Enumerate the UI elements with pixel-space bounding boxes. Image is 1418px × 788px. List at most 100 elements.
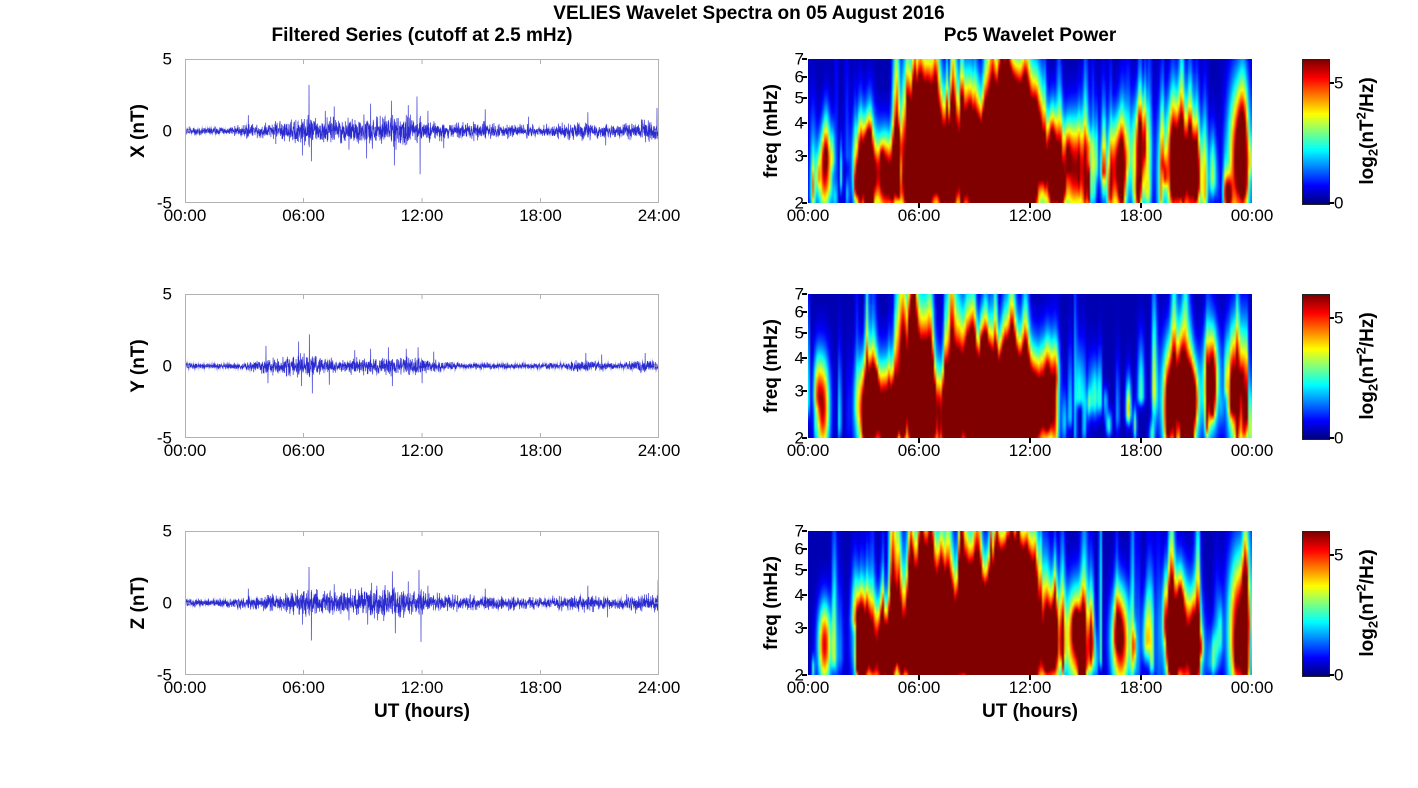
x-tick-label: 18:00 <box>1119 678 1163 697</box>
left-column-title: Filtered Series (cutoff at 2.5 mHz) <box>271 25 573 46</box>
colorbar-label-z: log2(nT2/Hz) <box>1353 549 1381 657</box>
x-tick-label: 00:00 <box>786 206 830 225</box>
x-tick-label: 00:00 <box>1230 441 1274 460</box>
tick-mark <box>802 155 807 158</box>
colorbar-x <box>1302 59 1330 205</box>
y-tick-label: 5 <box>1334 308 1344 328</box>
tick-mark <box>802 310 807 313</box>
time-tick-marks-x <box>808 203 1252 209</box>
tick-mark <box>1329 674 1334 676</box>
x-tick-label: 06:00 <box>897 678 941 697</box>
x-tick-label: 12:00 <box>1008 206 1052 225</box>
y-tick-label: 5 <box>794 88 804 108</box>
tick-mark <box>802 437 807 439</box>
x-tick-label: 00:00 <box>786 441 830 460</box>
y-tick-label: 5 <box>162 521 172 541</box>
spectrogram-x <box>808 59 1252 203</box>
colorbar-z <box>1302 531 1330 677</box>
figure-suptitle: VELIES Wavelet Spectra on 05 August 2016 <box>553 3 945 24</box>
x-axis-ticks-ts-x: 00:00 06:00 12:00 18:00 24:00 <box>164 206 681 227</box>
tick-mark <box>802 96 807 99</box>
x-tick-label: 00:00 <box>163 678 207 697</box>
y-tick-label: 0 <box>162 593 172 613</box>
tick-mark <box>802 547 807 550</box>
y-tick-label: 3 <box>794 618 804 638</box>
tick-mark <box>802 627 807 630</box>
x-tick-label: 00:00 <box>1230 678 1274 697</box>
spectrogram-y <box>808 294 1252 438</box>
x-tick-label: 18:00 <box>1119 441 1163 460</box>
x-tick-label: 00:00 <box>163 441 207 460</box>
tick-mark <box>1329 317 1334 319</box>
x-tick-label: 24:00 <box>637 206 681 225</box>
time-tick-marks-y <box>808 438 1252 444</box>
y-tick-label: -5 <box>156 428 172 448</box>
y-tick-label: 2 <box>794 193 804 213</box>
right-column-title: Pc5 Wavelet Power <box>943 25 1117 46</box>
y-tick-label: 2 <box>794 428 804 448</box>
colorbar-label-y: log2(nT2/Hz) <box>1353 312 1381 420</box>
time-tick-marks-z <box>808 675 1252 681</box>
x-tick-label: 00:00 <box>786 678 830 697</box>
x-tick-label: 12:00 <box>400 678 444 697</box>
tick-mark <box>918 675 920 680</box>
tick-mark <box>1029 438 1031 443</box>
x-axis-ticks-spec-x: 00:00 06:00 12:00 18:00 00:00 <box>787 206 1274 227</box>
y-tick-label: 4 <box>794 348 804 368</box>
x-axis-ticks-ts-z: 00:00 06:00 12:00 18:00 24:00 <box>164 678 681 699</box>
waveform-plot-x <box>185 59 659 203</box>
tick-mark <box>802 58 807 60</box>
y-tick-label: 6 <box>794 67 804 87</box>
y-tick-label: 5 <box>1334 73 1344 93</box>
x-tick-label: 18:00 <box>519 678 562 697</box>
x-tick-label: 18:00 <box>519 441 562 460</box>
tick-mark <box>802 357 807 360</box>
x-tick-label: 06:00 <box>897 206 941 225</box>
y-tick-label: 4 <box>794 585 804 605</box>
colorbar-label-x: log2(nT2/Hz) <box>1353 77 1381 185</box>
tick-mark <box>1329 202 1334 204</box>
y-tick-label: 5 <box>162 49 172 69</box>
x-tick-label: 06:00 <box>897 441 941 460</box>
x-tick-label: 18:00 <box>519 206 562 225</box>
colorbar-tick-marks-z <box>1329 531 1335 676</box>
x-tick-label: 12:00 <box>400 441 444 460</box>
x-tick-label: 06:00 <box>282 441 325 460</box>
x-axis-ticks-ts-y: 00:00 06:00 12:00 18:00 24:00 <box>164 441 681 462</box>
y-tick-label: 6 <box>794 302 804 322</box>
y-tick-label: 5 <box>794 560 804 580</box>
waveform-plot-z <box>185 531 659 675</box>
tick-mark <box>802 594 807 597</box>
tick-mark <box>918 438 920 443</box>
tick-mark <box>918 203 920 208</box>
y-tick-label: 5 <box>794 323 804 343</box>
tick-mark <box>1329 82 1334 84</box>
colorbar-tick-marks-x <box>1329 59 1335 204</box>
tick-mark <box>1140 675 1142 680</box>
x-tick-label: 12:00 <box>1008 678 1052 697</box>
y-tick-label: 3 <box>794 381 804 401</box>
y-tick-label: -5 <box>156 665 172 685</box>
x-axis-ticks-spec-y: 00:00 06:00 12:00 18:00 00:00 <box>787 441 1274 462</box>
y-tick-label: 0 <box>1334 193 1344 213</box>
y-tick-label: 3 <box>794 146 804 166</box>
y-tick-label: 0 <box>1334 665 1344 685</box>
x-tick-label: 12:00 <box>1008 441 1052 460</box>
x-tick-label: 00:00 <box>1230 206 1274 225</box>
y-tick-label: 4 <box>794 113 804 133</box>
spectrogram-z <box>808 531 1252 675</box>
y-tick-label: 5 <box>1334 545 1344 565</box>
y-tick-label: 6 <box>794 539 804 559</box>
tick-mark <box>1329 437 1334 439</box>
y-tick-label: 7 <box>794 284 804 304</box>
tick-mark <box>802 202 807 204</box>
y-tick-label: 2 <box>794 665 804 685</box>
waveform-plot-y <box>185 294 659 438</box>
y-tick-label: 0 <box>162 356 172 376</box>
y-axis-ticks-ts-x: 5 0 -5 <box>118 51 172 212</box>
